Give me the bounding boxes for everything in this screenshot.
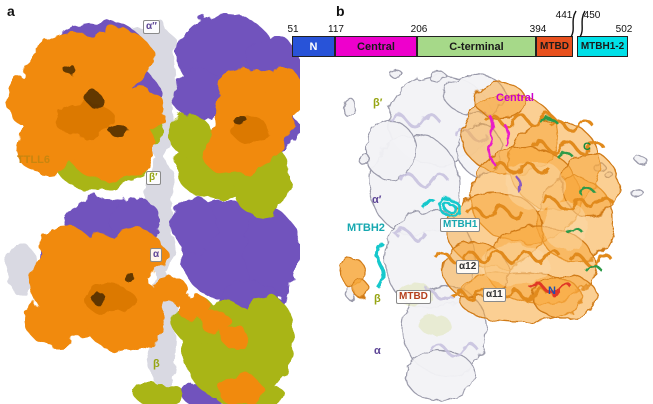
beta-prime-label-b: β′ [373, 97, 383, 109]
domain-segment-cterminal: C-terminal [417, 36, 536, 57]
purple-strand-bit [516, 176, 521, 192]
panel-b-structure [340, 68, 647, 401]
beta-label-b: β [374, 293, 381, 305]
cterminal-strands [540, 116, 602, 271]
mtbh2-density [340, 257, 369, 299]
alpha-label-b: α [374, 345, 381, 357]
ttll6-label: TTLL6 [17, 154, 50, 166]
panel-b-letter: b [336, 3, 345, 19]
domain-segment-label: MTBD [540, 41, 569, 52]
density-crevices [64, 65, 247, 305]
n-terminus-label: N [548, 285, 556, 297]
mtbh-helices [375, 198, 460, 289]
alpha-prime-label-b: α′ [372, 194, 382, 206]
mtbh1-label: MTBH1 [440, 218, 481, 232]
domain-segment-label: N [309, 40, 318, 53]
mtbh2-label: MTBH2 [347, 222, 385, 234]
mtbd-label: MTBD [396, 290, 431, 304]
alpha-double-prime-label: α″ [143, 20, 160, 34]
alpha-label-a: α [150, 248, 163, 262]
panel-a-density-map [6, 13, 300, 404]
domain-segment-mtbh12: MTBH1-2 [577, 36, 628, 57]
helix11-red [529, 282, 575, 296]
domain-bar: N Central C-terminal MTBD MTBH1-2 [292, 36, 628, 57]
residue-tick: 441 [555, 10, 573, 21]
domain-segment-label: C-terminal [449, 40, 504, 53]
panel-a-letter: a [7, 3, 15, 19]
central-domain-strands [485, 112, 509, 166]
domain-segment-central: Central [335, 36, 417, 57]
c-terminus-label: C [583, 141, 591, 153]
helix11-label: α11 [483, 288, 506, 302]
sequence-break-mark [570, 10, 586, 38]
domain-segment-mtbd: MTBD [536, 36, 573, 57]
domain-segment-label: MTBH1-2 [580, 41, 625, 52]
residue-tick: 117 [328, 24, 344, 35]
residue-tick: 450 [583, 10, 601, 21]
central-label: Central [496, 92, 534, 104]
beta-prime-label-a: β′ [146, 171, 161, 185]
residue-tick: 51 [287, 24, 299, 35]
residue-tick: 502 [615, 24, 633, 35]
domain-segment-n: N [292, 36, 335, 57]
residue-tick: 394 [529, 24, 547, 35]
residue-tick: 206 [410, 24, 428, 35]
helix12-label: α12 [456, 260, 480, 274]
domain-segment-label: Central [357, 40, 395, 53]
beta-label-a: β [153, 358, 160, 370]
